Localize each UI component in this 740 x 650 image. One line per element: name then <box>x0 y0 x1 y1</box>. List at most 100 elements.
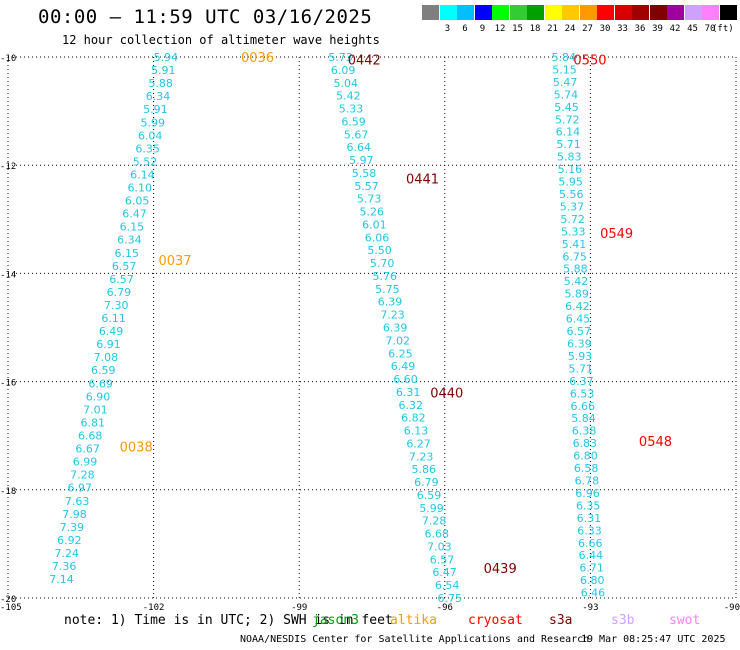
wave-height-value: 5.99 <box>141 116 166 129</box>
wave-height-value: 7.14 <box>49 573 74 586</box>
wave-height-value: 6.66 <box>578 537 603 550</box>
scale-swatch <box>649 5 667 20</box>
wave-height-value: 6.59 <box>341 115 366 128</box>
chart-title: 00:00 — 11:59 UTC 03/16/2025 <box>38 6 373 28</box>
wave-height-value: 7.28 <box>70 469 95 482</box>
scale-label: 9 <box>479 24 486 34</box>
wave-height-value: 6.57 <box>430 553 455 566</box>
wave-height-value: 6.01 <box>362 218 387 231</box>
scale-swatch <box>492 5 509 20</box>
lat-label: -20 <box>0 595 16 605</box>
wave-height-value: 6.31 <box>396 386 421 399</box>
pass-time-label: 0548 <box>639 435 672 450</box>
wave-height-value: 5.91 <box>143 103 168 116</box>
pass-time-label: 0549 <box>600 227 633 242</box>
wave-height-value: 5.99 <box>419 502 444 515</box>
scale-label: 42 <box>669 24 681 34</box>
scale-label: 15 <box>512 24 523 34</box>
lon-label: -90 <box>724 603 740 613</box>
footer-note: note: 1) Time is in UTC; 2) SWH is in fe… <box>64 613 393 628</box>
wave-height-value: 5.72 <box>560 213 585 226</box>
wave-height-value: 7.30 <box>104 299 129 312</box>
wave-height-value: 6.79 <box>107 286 132 299</box>
wave-height-value: 5.71 <box>569 362 594 375</box>
wave-height-value: 6.57 <box>112 260 136 273</box>
scale-swatch <box>422 5 439 20</box>
wave-height-value: 6.47 <box>432 566 457 579</box>
satellite-legend-item: altika <box>390 613 437 628</box>
wave-height-value: 6.91 <box>96 338 121 351</box>
scale-label: 3 <box>444 24 451 34</box>
scale-swatch <box>527 5 544 20</box>
wave-height-value: 6.15 <box>120 221 145 234</box>
wave-height-value: 6.05 <box>125 195 150 208</box>
wave-height-value: 6.54 <box>435 579 460 592</box>
scale-label: 27 <box>582 24 593 34</box>
wave-height-value: 6.57 <box>566 325 591 338</box>
wave-height-value: 6.68 <box>425 528 450 541</box>
wave-height-value: 5.42 <box>336 90 361 103</box>
wave-height-value: 5.15 <box>552 63 577 76</box>
wave-height-value: 6.80 <box>580 574 605 587</box>
wave-height-value: 5.56 <box>559 188 584 201</box>
wave-height-value: 6.32 <box>399 399 424 412</box>
wave-height-value: 6.67 <box>75 443 100 456</box>
wave-height-value: 6.99 <box>73 456 98 469</box>
wave-height-value: 6.39 <box>567 337 592 350</box>
wave-height-value: 6.27 <box>406 437 431 450</box>
wave-height-value: 7.39 <box>60 521 85 534</box>
wave-height-value: 5.26 <box>360 206 385 219</box>
wave-height-value: 5.71 <box>556 138 581 151</box>
lat-label: -14 <box>0 270 16 280</box>
scale-swatch <box>667 5 684 20</box>
wave-height-value: 6.33 <box>577 524 602 537</box>
wave-height-value: 6.35 <box>135 142 160 155</box>
lat-label: -16 <box>0 379 16 389</box>
wave-height-value: 6.49 <box>391 360 416 373</box>
scale-swatch <box>614 5 632 20</box>
wave-height-value: 6.90 <box>86 390 111 403</box>
scale-label: 30 <box>599 24 611 34</box>
wave-height-value: 7.63 <box>65 495 90 508</box>
wave-height-value: 5.33 <box>339 103 364 116</box>
wave-height-value: 6.75 <box>562 250 587 263</box>
wave-height-value: 6.37 <box>569 375 594 388</box>
wave-height-value: 6.42 <box>565 300 590 313</box>
wave-height-value: 5.04 <box>334 77 359 90</box>
footer-timestamp: 19 Mar 08:25:47 UTC 2025 <box>581 634 726 645</box>
wave-height-value: 6.34 <box>117 234 142 247</box>
wave-height-value: 5.84 <box>571 412 596 425</box>
wave-height-value: 6.57 <box>109 273 134 286</box>
scale-label: 24 <box>564 24 576 34</box>
lon-label: -99 <box>291 603 307 613</box>
pass-time-label: 0440 <box>430 386 463 401</box>
wave-height-value: 5.76 <box>373 270 398 283</box>
wave-height-value: 5.83 <box>557 151 582 164</box>
pass-time-label: 0037 <box>158 254 191 269</box>
wave-height-value: 5.72 <box>555 113 580 126</box>
lat-label: -12 <box>0 162 16 172</box>
wave-height-value: 6.69 <box>88 377 113 390</box>
scale-label: 12 <box>494 24 506 34</box>
wave-height-value: 7.01 <box>83 403 108 416</box>
scale-label: 70 <box>704 24 716 34</box>
pass-time-label: 0442 <box>348 54 381 69</box>
wave-height-value: 6.96 <box>575 487 600 500</box>
wave-height-value: 7.02 <box>386 334 411 347</box>
wave-height-value: 6.34 <box>146 90 171 103</box>
wave-height-value: 5.37 <box>560 200 585 213</box>
wave-height-value: 6.39 <box>378 296 403 309</box>
wave-height-value: 5.47 <box>553 76 578 89</box>
wave-height-value: 6.83 <box>573 437 598 450</box>
wave-height-value: 6.60 <box>393 373 418 386</box>
wave-height-value: 7.36 <box>52 560 77 573</box>
scale-label: 33 <box>617 24 628 34</box>
wave-height-value: 6.11 <box>101 312 126 325</box>
wave-height-value: 6.82 <box>401 412 426 425</box>
wave-height-value: 5.42 <box>564 275 589 288</box>
wave-height-value: 5.89 <box>564 288 589 301</box>
wave-height-value: 5.45 <box>554 101 579 114</box>
wave-height-value: 6.45 <box>566 313 591 326</box>
pass-time-label: 0441 <box>406 173 439 188</box>
